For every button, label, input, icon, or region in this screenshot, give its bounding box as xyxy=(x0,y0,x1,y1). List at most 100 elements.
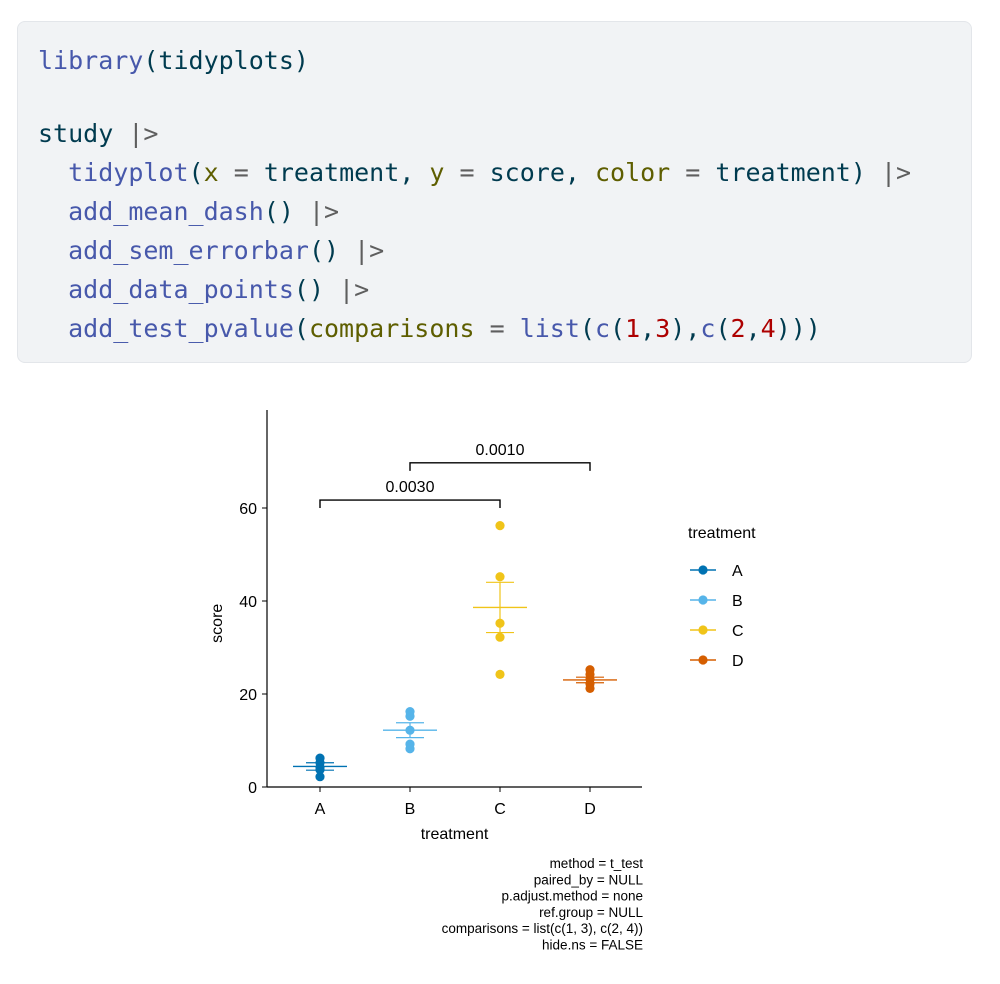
code-token: add_mean_dash xyxy=(68,197,264,226)
legend-key-point-A xyxy=(698,565,708,575)
caption-line: p.adjust.method = none xyxy=(502,889,643,904)
code-token: |> xyxy=(308,197,340,226)
caption-line: paired_by = NULL xyxy=(534,872,644,887)
code-indent xyxy=(38,314,68,343)
code-token: 3 xyxy=(655,314,671,343)
code-line-6: add_sem_errorbar() |> xyxy=(38,236,384,266)
legend-title: treatment xyxy=(688,525,756,542)
code-token: comparisons xyxy=(308,314,475,343)
y-axis-title: score xyxy=(209,604,226,643)
code-token: library xyxy=(38,46,144,75)
code-token: ) xyxy=(293,46,309,75)
data-point-C xyxy=(495,669,505,679)
code-token: |> xyxy=(354,236,385,265)
code-token: ( xyxy=(188,158,204,187)
code-token: ( xyxy=(579,314,595,343)
code-token: () xyxy=(308,236,355,265)
caption-line: hide.ns = FALSE xyxy=(542,938,643,953)
code-token: add_test_pvalue xyxy=(68,314,294,343)
pvalue-label: 0.0010 xyxy=(476,442,525,459)
code-token: color xyxy=(594,158,671,187)
code-token: score, xyxy=(489,158,595,187)
code-line-3: study |> xyxy=(38,119,158,149)
data-point-A xyxy=(315,753,325,763)
code-token: y xyxy=(429,158,445,187)
code-token: = xyxy=(444,158,490,187)
data-point-B xyxy=(405,707,415,717)
y-tick-label: 40 xyxy=(239,594,257,611)
data-point-C xyxy=(495,521,505,531)
caption-line: ref.group = NULL xyxy=(539,905,643,920)
code-token: () xyxy=(293,275,340,304)
data-point-B xyxy=(405,739,415,749)
code-token: treatment xyxy=(715,158,851,187)
code-token: tidyplots xyxy=(158,46,294,75)
x-tick-label: C xyxy=(494,801,506,818)
x-tick-label: A xyxy=(315,801,326,818)
legend-key-point-B xyxy=(698,595,708,605)
x-tick-label: D xyxy=(584,801,596,818)
pvalue-bracket xyxy=(319,499,501,509)
code-line-5: add_mean_dash() |> xyxy=(38,197,339,227)
code-line-1: library(tidyplots) xyxy=(38,46,309,76)
data-point-D xyxy=(585,665,595,675)
x-axis-title: treatment xyxy=(421,826,489,843)
code-token: = xyxy=(474,314,520,343)
data-point-C xyxy=(495,632,505,642)
code-indent xyxy=(38,275,68,304)
code-token: treatment, xyxy=(263,158,430,187)
code-token: ))) xyxy=(775,314,821,343)
code-indent xyxy=(38,197,68,226)
code-line-4: tidyplot(x = treatment, y = score, color… xyxy=(38,158,911,188)
code-token: 2 xyxy=(730,314,746,343)
code-token: ), xyxy=(670,314,701,343)
code-token: study xyxy=(38,119,129,148)
data-point-B xyxy=(405,725,415,735)
code-token: |> xyxy=(880,158,912,187)
legend-label-A: A xyxy=(732,563,743,580)
code-token: |> xyxy=(339,275,370,304)
code-token: () xyxy=(263,197,309,226)
code-token: = xyxy=(670,158,716,187)
code-token: add_sem_errorbar xyxy=(68,236,309,265)
pvalue-label: 0.0030 xyxy=(386,479,435,496)
code-line-7: add_data_points() |> xyxy=(38,275,369,305)
code-token: ) xyxy=(850,158,881,187)
code-token: , xyxy=(745,314,761,343)
code-token: ( xyxy=(293,314,309,343)
x-tick-label: B xyxy=(405,801,416,818)
y-tick-label: 20 xyxy=(239,687,257,704)
pvalue-bracket xyxy=(409,462,591,471)
code-token: x xyxy=(203,158,219,187)
code-token: |> xyxy=(128,119,159,148)
legend-label-B: B xyxy=(732,593,743,610)
code-token: 4 xyxy=(760,314,776,343)
y-tick-label: 60 xyxy=(239,501,257,518)
code-indent xyxy=(38,236,68,265)
code-token: 1 xyxy=(625,314,641,343)
data-point-C xyxy=(495,572,505,582)
y-tick-label: 0 xyxy=(248,780,257,797)
code-token: list xyxy=(519,314,580,343)
legend-key-point-D xyxy=(698,655,708,665)
legend-label-C: C xyxy=(732,623,744,640)
code-token: ( xyxy=(715,314,731,343)
code-token: = xyxy=(218,158,264,187)
code-token: ( xyxy=(610,314,626,343)
code-line-8: add_test_pvalue(comparisons = list(c(1,3… xyxy=(38,314,821,344)
legend-label-D: D xyxy=(732,653,744,670)
code-block: library(tidyplots) study |> tidyplot(x =… xyxy=(17,21,972,363)
data-point-A xyxy=(315,772,325,782)
code-token: c xyxy=(700,314,716,343)
code-token: ( xyxy=(143,46,159,75)
code-indent xyxy=(38,158,68,187)
code-token: , xyxy=(640,314,656,343)
code-token: add_data_points xyxy=(68,275,294,304)
code-token: tidyplot xyxy=(68,158,189,187)
data-point-C xyxy=(495,618,505,628)
caption-line: comparisons = list(c(1, 3), c(2, 4)) xyxy=(442,921,643,936)
caption-line: method = t_test xyxy=(550,856,644,871)
legend-key-point-C xyxy=(698,625,708,635)
code-token: c xyxy=(594,314,611,343)
